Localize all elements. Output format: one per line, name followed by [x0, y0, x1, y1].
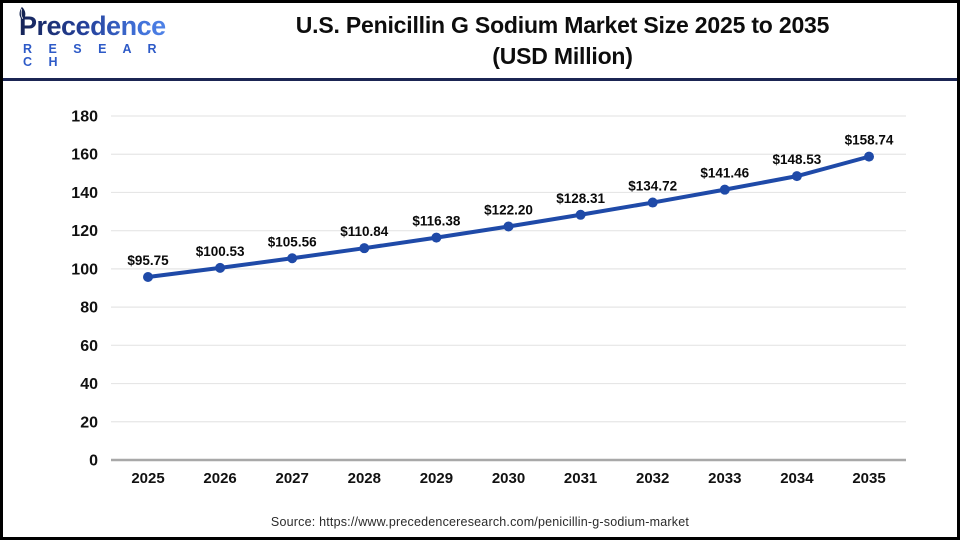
x-tick-label: 2027: [276, 470, 309, 487]
data-point: [719, 184, 730, 195]
data-point-label: $105.56: [268, 234, 317, 249]
y-tick-label: 180: [71, 109, 98, 126]
data-point-label: $122.20: [484, 202, 533, 217]
chart-title: U.S. Penicillin G Sodium Market Size 202…: [295, 12, 830, 38]
y-tick-label: 140: [71, 185, 98, 202]
data-point: [359, 243, 370, 254]
y-tick-label: 120: [71, 223, 98, 240]
line-chart: 0 20 40 60 80 100 120 140 160 180 2025 2026 2027 2028…: [3, 84, 957, 537]
data-point: [647, 197, 658, 208]
y-tick-label: 0: [89, 453, 98, 470]
data-point-label: $110.84: [340, 224, 389, 239]
data-point-label: $141.46: [700, 166, 749, 181]
x-tick-label: 2028: [348, 470, 381, 487]
source-note: Source: https://www.precedenceresearch.c…: [270, 515, 690, 529]
brand-name-wrap: Precedence: [19, 6, 166, 41]
data-point: [143, 272, 153, 283]
x-tick-label: 2034: [780, 470, 814, 487]
figure-header: Precedence R E S E A R C H U.S. Penicill…: [3, 3, 957, 81]
x-tick-label: 2025: [131, 470, 164, 487]
chart-subtitle: (USD Million): [492, 43, 633, 69]
y-tick-label: 20: [80, 414, 98, 431]
data-point-label: $100.53: [196, 244, 245, 259]
data-point: [503, 221, 514, 232]
data-point: [791, 171, 802, 182]
data-point: [864, 151, 874, 162]
data-point: [287, 253, 298, 264]
x-tick-label: 2026: [203, 470, 236, 487]
data-point-label: $134.72: [628, 179, 677, 194]
y-tick-label: 40: [80, 376, 98, 393]
data-point: [431, 232, 442, 243]
data-point-label: $95.75: [127, 253, 169, 268]
data-point: [575, 209, 586, 220]
data-point-label: $116.38: [412, 214, 461, 229]
data-point-label: $128.31: [556, 191, 605, 206]
x-tick-label: 2033: [708, 470, 741, 487]
data-point-label: $158.74: [845, 133, 894, 148]
x-tick-label: 2032: [636, 470, 669, 487]
brand-subtitle: R E S E A R C H: [23, 42, 164, 69]
y-tick-label: 100: [71, 261, 98, 278]
x-tick-label: 2030: [492, 470, 525, 487]
y-tick-label: 80: [80, 300, 98, 317]
brand-name: Precedence: [19, 11, 166, 41]
x-tick-label: 2035: [852, 470, 885, 487]
x-tick-label: 2029: [420, 470, 453, 487]
leaf-icon: [19, 6, 26, 21]
x-tick-label: 2031: [564, 470, 597, 487]
data-point-label: $148.53: [772, 152, 821, 167]
data-point: [215, 262, 226, 273]
y-tick-label: 60: [80, 338, 98, 355]
chart-canvas: 0 20 40 60 80 100 120 140 160 180 2025 2026 2027 2028…: [71, 109, 906, 487]
y-tick-label: 160: [71, 147, 98, 164]
brand-logo: Precedence R E S E A R C H: [3, 6, 168, 69]
chart-title-block: U.S. Penicillin G Sodium Market Size 202…: [168, 9, 957, 72]
